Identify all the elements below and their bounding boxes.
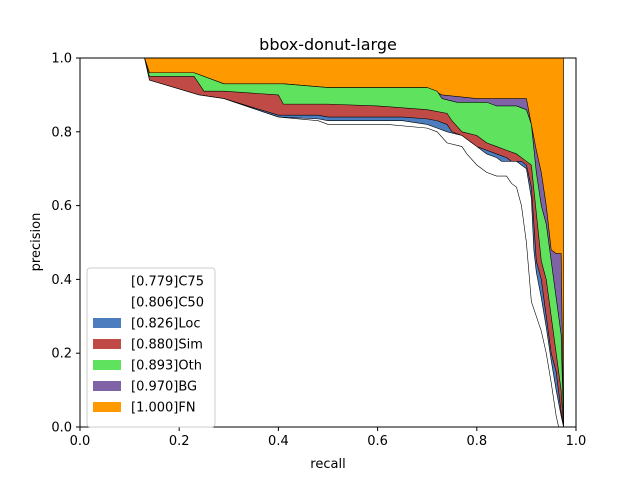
legend-swatch-c75 [93, 276, 121, 286]
y-tick-label: 0.6 [51, 199, 72, 214]
legend-swatch-oth [93, 360, 121, 370]
x-tick-label: 0.8 [466, 434, 487, 449]
axes-layer: 0.0 0.2 0.4 0.6 0.8 1.0 0.0 0.2 0.4 0.6 0.8 1.0 [51, 52, 586, 450]
legend-swatch-loc [93, 318, 121, 328]
chart-title: bbox-donut-large [259, 35, 397, 54]
x-tick-label: 0.4 [268, 434, 289, 449]
y-tick-label: 0.0 [51, 421, 72, 436]
y-tick-label: 0.4 [51, 273, 72, 288]
y-tick-label: 1.0 [51, 52, 72, 67]
legend-label-loc: [0.826]Loc [131, 317, 200, 332]
legend-label-fn: [1.000]FN [131, 401, 196, 416]
legend-swatch-bg [93, 381, 121, 391]
legend-label-oth: [0.893]Oth [131, 359, 202, 374]
legend-label-sim: [0.880]Sim [131, 338, 203, 353]
legend-label-bg: [0.970]BG [131, 380, 197, 395]
legend-swatch-fn [93, 402, 121, 412]
x-axis-label: recall [310, 457, 345, 472]
legend: [0.779]C75 [0.806]C50 [0.826]Loc [0.880]Sim… [86, 267, 216, 428]
legend-swatch-sim [93, 339, 121, 349]
y-tick-label: 0.2 [51, 347, 72, 362]
y-tick-label: 0.8 [51, 125, 72, 140]
legend-label-c75: [0.779]C75 [131, 275, 204, 290]
x-tick-label: 0.2 [169, 434, 190, 449]
x-tick-label: 0.6 [367, 434, 388, 449]
legend-label-c50: [0.806]C50 [131, 296, 204, 311]
y-axis-label: precision [29, 213, 44, 272]
x-tick-label: 0.0 [70, 434, 91, 449]
legend-swatch-c50 [93, 297, 121, 307]
x-tick-label: 1.0 [566, 434, 587, 449]
plot-frame [79, 57, 577, 428]
